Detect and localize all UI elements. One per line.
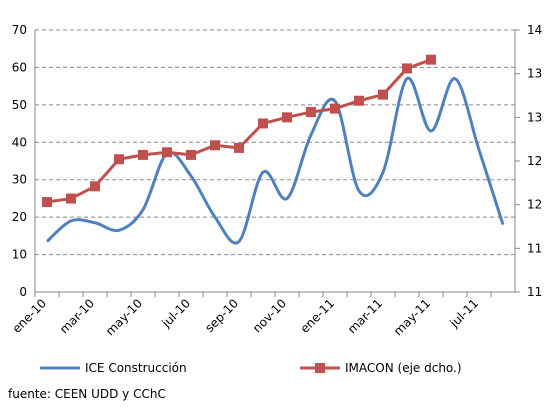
point-marker <box>162 147 172 158</box>
point-marker <box>282 112 292 123</box>
y-tick-label: 20 <box>12 210 27 224</box>
point-marker <box>90 181 100 192</box>
point-marker <box>306 107 316 118</box>
y2-tick-label: 14 <box>527 23 542 37</box>
x-tick-label: mar-10 <box>57 296 97 336</box>
y2-tick-label: 13 <box>527 67 542 81</box>
point-marker <box>426 54 436 65</box>
x-tick-label: mar-11 <box>345 296 385 336</box>
x-tick-label: jul-10 <box>159 296 194 331</box>
y2-tick-label: 13 <box>527 110 542 124</box>
x-tick-label: ene-11 <box>298 296 338 336</box>
point-marker <box>186 149 196 160</box>
y-tick-label: 50 <box>12 98 27 112</box>
source-note: fuente: CEEN UDD y CChC <box>8 387 166 401</box>
x-tick-label: may-11 <box>391 296 433 338</box>
x-tick-label: jul-11 <box>447 296 482 331</box>
point-marker <box>378 89 388 100</box>
point-marker <box>330 103 340 114</box>
y2-tick-label: 11 <box>527 285 542 299</box>
legend-label: IMACON (eje dcho.) <box>345 361 462 375</box>
legend-label: ICE Construcción <box>85 361 187 375</box>
y-tick-label: 40 <box>12 135 27 149</box>
point-marker <box>114 154 124 165</box>
legend-marker <box>315 363 325 373</box>
point-marker <box>402 63 412 74</box>
x-tick-label: sep-10 <box>202 296 241 335</box>
x-tick-label: nov-10 <box>250 296 289 335</box>
y2-tick-label: 11 <box>527 241 542 255</box>
x-tick-label: may-10 <box>103 296 145 338</box>
y-tick-label: 60 <box>12 60 27 74</box>
point-marker <box>354 95 364 106</box>
y2-tick-label: 12 <box>527 198 542 212</box>
y-tick-label: 30 <box>12 173 27 187</box>
series-line <box>45 77 505 245</box>
point-marker <box>210 140 220 151</box>
point-marker <box>138 149 148 160</box>
y2-tick-label: 12 <box>527 154 542 168</box>
point-marker <box>42 197 52 208</box>
y-tick-label: 0 <box>19 285 27 299</box>
x-tick-label: ene-10 <box>10 296 50 336</box>
y-tick-label: 70 <box>12 23 27 37</box>
y-tick-label: 10 <box>12 248 27 262</box>
series-line <box>46 58 432 204</box>
point-marker <box>258 118 268 129</box>
point-marker <box>234 142 244 153</box>
point-marker <box>66 193 76 204</box>
